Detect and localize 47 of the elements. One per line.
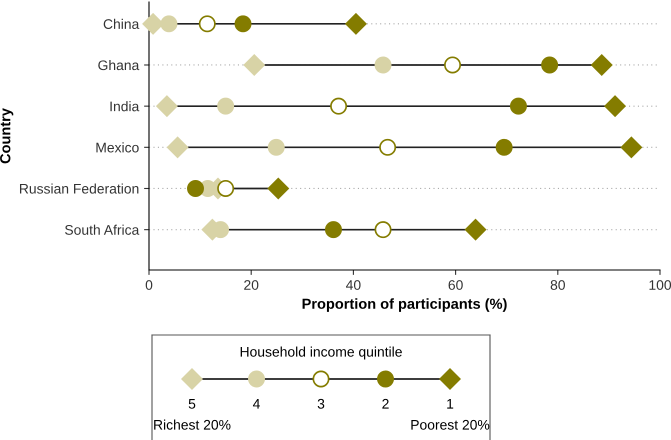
point [160, 15, 178, 32]
point [234, 15, 252, 32]
point [217, 180, 234, 197]
y-tick-label: South Africa [65, 224, 140, 235]
point [345, 13, 367, 34]
point [324, 221, 342, 238]
point [464, 219, 486, 240]
point [444, 56, 462, 74]
point [374, 221, 392, 238]
point [496, 138, 513, 156]
point [510, 98, 527, 115]
point [217, 98, 234, 115]
y-tick-label: India [110, 101, 140, 112]
point [330, 98, 348, 115]
point [604, 96, 626, 117]
point [268, 178, 289, 200]
y-tick-label: Russian Federation [20, 183, 138, 194]
y-tick-label: Ghana [98, 60, 140, 70]
x-tick-label: 20 [244, 280, 258, 290]
legend-title: Household income quintile [240, 346, 402, 360]
x-tick-label: 80 [550, 280, 565, 290]
point [379, 138, 396, 156]
y-tick-label: China [104, 18, 140, 29]
y-tick-label: Mexico [96, 142, 139, 152]
x-tick-label: 40 [346, 280, 361, 290]
legend-label: 5 [188, 399, 196, 409]
point [620, 136, 642, 158]
x-tick-label: 60 [448, 280, 463, 290]
point [187, 180, 204, 197]
point [268, 138, 285, 156]
point [166, 136, 188, 158]
point [198, 15, 216, 32]
point [244, 54, 265, 76]
legend-label: 1 [447, 399, 454, 409]
point [156, 96, 178, 117]
x-tick-label: 100 [649, 280, 671, 290]
point [541, 56, 558, 74]
legend-label: 2 [382, 398, 389, 409]
point [374, 56, 392, 74]
text: Poorest 20% [411, 420, 490, 430]
x-axis-title: Proportion of participants (%) [302, 298, 507, 312]
legend-label: 4 [252, 399, 260, 409]
legend-label: 3 [318, 398, 324, 409]
y-axis-title: Country [0, 108, 14, 164]
text: Richest 20% [154, 420, 230, 430]
x-tick-label: 0 [146, 280, 152, 290]
point [591, 54, 612, 76]
